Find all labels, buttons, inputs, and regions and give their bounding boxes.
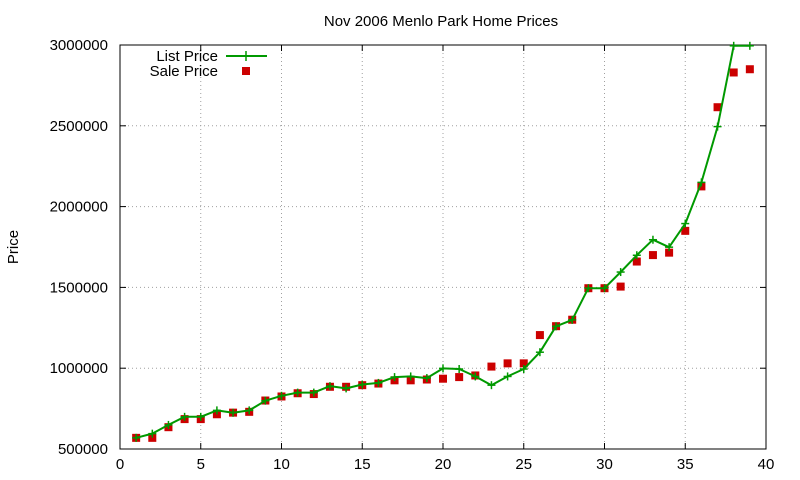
list-price-point bbox=[568, 315, 577, 324]
sale-price-point bbox=[648, 251, 657, 260]
list-price-point bbox=[196, 412, 205, 421]
list-price-point bbox=[665, 243, 674, 252]
sale-price-point bbox=[487, 362, 496, 371]
legend-label-sale-price: Sale Price bbox=[150, 63, 218, 80]
y-tick-label: 1000000 bbox=[50, 360, 108, 377]
sale-price-point bbox=[729, 68, 738, 77]
list-price-point bbox=[616, 268, 625, 277]
sale-price-point bbox=[439, 374, 447, 383]
list-price-point bbox=[212, 406, 221, 415]
list-price-point bbox=[584, 284, 593, 293]
sale-price-point bbox=[148, 433, 157, 442]
legend-label-list-price: List Price bbox=[156, 48, 218, 65]
list-price-point bbox=[487, 381, 496, 390]
list-price-point bbox=[729, 41, 738, 50]
list-price-point bbox=[455, 365, 464, 374]
list-price-point bbox=[309, 388, 318, 397]
list-price-point bbox=[552, 322, 561, 331]
list-price-point bbox=[390, 373, 399, 382]
list-price-point bbox=[342, 384, 351, 393]
x-tick-label: 25 bbox=[515, 456, 532, 473]
chart-title: Nov 2006 Menlo Park Home Prices bbox=[324, 13, 558, 30]
list-price-point bbox=[180, 412, 189, 421]
sale-price-point bbox=[535, 331, 544, 340]
x-tick-label: 40 bbox=[758, 456, 775, 473]
list-price-point bbox=[713, 122, 722, 131]
list-price-point bbox=[503, 372, 512, 381]
sale-price-point bbox=[713, 103, 722, 112]
sale-price-point bbox=[519, 359, 528, 368]
x-axis-tick-labels: 0 5 10 15 20 25 30 35 40 bbox=[116, 456, 775, 473]
x-tick-label: 30 bbox=[596, 456, 613, 473]
list-price-point bbox=[358, 380, 367, 389]
x-tick-label: 5 bbox=[197, 456, 205, 473]
legend-swatch-sale-price-marker bbox=[242, 67, 250, 75]
sale-price-point bbox=[503, 359, 512, 368]
y-axis-tick-labels: 500000 1000000 1500000 2000000 2500000 300000… bbox=[50, 37, 108, 458]
list-price-point bbox=[697, 178, 706, 187]
series-list-price bbox=[132, 41, 754, 442]
sale-price-point bbox=[681, 226, 690, 235]
list-price-point bbox=[439, 364, 447, 373]
y-tick-label: 2500000 bbox=[50, 118, 108, 135]
x-tick-label: 35 bbox=[677, 456, 694, 473]
sale-price-point bbox=[665, 248, 674, 257]
legend-swatch-list-price-marker bbox=[241, 51, 251, 61]
list-price-point bbox=[164, 420, 173, 429]
x-tick-label: 15 bbox=[354, 456, 371, 473]
sale-price-point bbox=[455, 373, 464, 382]
legend: List Price Sale Price bbox=[150, 48, 267, 80]
list-price-point bbox=[293, 388, 302, 397]
list-price-point bbox=[229, 408, 238, 417]
list-price-point bbox=[148, 429, 157, 438]
list-price-point bbox=[681, 219, 690, 228]
list-price-point bbox=[648, 235, 657, 244]
axis-ticks bbox=[119, 44, 767, 450]
y-tick-label: 2000000 bbox=[50, 199, 108, 216]
list-price-point bbox=[261, 396, 270, 405]
y-axis-label: Price bbox=[5, 230, 22, 264]
list-price-point bbox=[277, 391, 286, 400]
list-price-point bbox=[245, 406, 254, 415]
list-price-point bbox=[374, 378, 383, 387]
list-price-point bbox=[632, 251, 641, 260]
sale-price-point bbox=[697, 182, 706, 191]
y-tick-label: 3000000 bbox=[50, 37, 108, 54]
y-tick-label: 1500000 bbox=[50, 279, 108, 296]
list-price-point bbox=[745, 41, 754, 50]
list-price-point bbox=[132, 433, 141, 442]
list-price-point bbox=[325, 382, 334, 391]
x-tick-label: 20 bbox=[435, 456, 452, 473]
sale-price-point bbox=[632, 257, 641, 266]
list-price-point bbox=[471, 372, 480, 381]
series-layer bbox=[132, 41, 754, 442]
list-price-point bbox=[519, 365, 528, 374]
list-price-point bbox=[422, 374, 431, 383]
x-tick-label: 10 bbox=[273, 456, 290, 473]
x-tick-label: 0 bbox=[116, 456, 124, 473]
y-tick-label: 500000 bbox=[58, 441, 108, 458]
list-price-point bbox=[406, 372, 415, 381]
list-price-point bbox=[535, 348, 544, 357]
sale-price-point bbox=[745, 65, 754, 74]
sale-price-point bbox=[616, 282, 625, 291]
list-price-point bbox=[600, 284, 609, 293]
